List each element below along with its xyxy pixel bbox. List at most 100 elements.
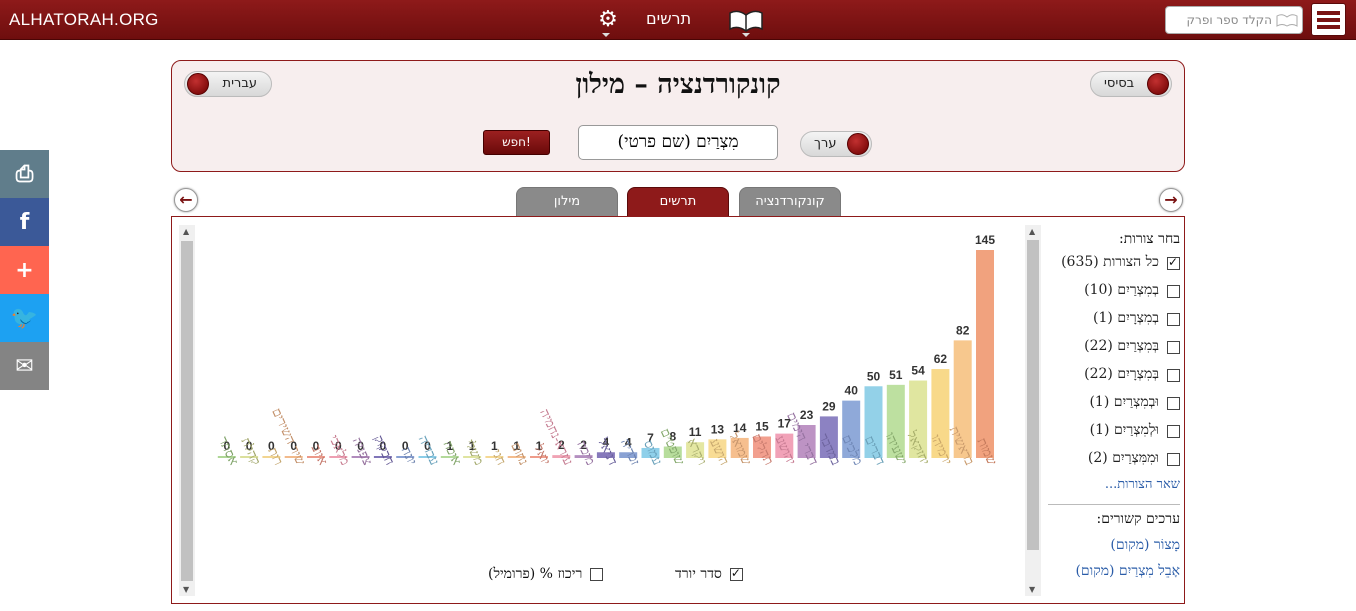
bar[interactable] xyxy=(396,456,415,458)
form-option[interactable]: וּלְמִצְרַיִם (1) xyxy=(1048,419,1180,447)
data-label: 0 xyxy=(313,439,320,453)
email-icon[interactable]: ✉ xyxy=(0,342,49,390)
bar[interactable] xyxy=(864,386,883,458)
arrow-right-icon[interactable]: → xyxy=(1159,188,1183,212)
form-checkbox[interactable] xyxy=(1167,255,1180,270)
scroll-up-icon[interactable]: ▲ xyxy=(183,227,190,236)
menu-button[interactable] xyxy=(1311,3,1346,36)
bar[interactable] xyxy=(262,456,281,458)
data-label: 50 xyxy=(867,369,881,383)
data-label: 0 xyxy=(402,439,409,453)
bar[interactable] xyxy=(753,436,771,458)
form-option[interactable]: בְמִצְרַיִם (10) xyxy=(1048,279,1180,307)
more-forms-link[interactable]: שאר הצורות... xyxy=(1104,477,1180,492)
bar[interactable] xyxy=(418,456,437,458)
bar[interactable] xyxy=(730,437,749,458)
tick-label: משלי xyxy=(461,437,486,468)
form-checkbox[interactable] xyxy=(1167,313,1180,326)
print-icon[interactable]: ⎙ xyxy=(0,150,49,198)
bar[interactable] xyxy=(240,456,259,458)
form-checkbox[interactable] xyxy=(1167,425,1180,438)
form-checkbox[interactable] xyxy=(1167,341,1180,354)
language-toggle[interactable]: עברית xyxy=(184,71,272,97)
facebook-icon[interactable]: f xyxy=(0,198,49,246)
gear-icon[interactable]: ⚙ xyxy=(598,7,618,32)
bar[interactable] xyxy=(842,400,861,458)
form-checkbox[interactable] xyxy=(1167,369,1180,382)
bar[interactable] xyxy=(819,416,838,458)
arrow-left-icon[interactable]: ← xyxy=(174,188,198,212)
scrollbar-thumb[interactable] xyxy=(181,241,193,581)
bar[interactable] xyxy=(485,456,504,458)
scroll-down-icon[interactable]: ▼ xyxy=(183,585,190,594)
bar[interactable] xyxy=(530,456,548,458)
bar[interactable] xyxy=(886,384,905,458)
search-input[interactable]: הקלד ספר ופרק xyxy=(1165,6,1303,34)
tick-label: חגי xyxy=(488,447,508,467)
bar[interactable] xyxy=(708,439,727,458)
tools-label[interactable]: תרשים xyxy=(646,9,692,28)
sort-checkbox[interactable] xyxy=(729,566,743,581)
form-checkbox[interactable] xyxy=(1167,397,1180,410)
form-label: בְּמִצְרַיִם (22) xyxy=(1084,338,1159,354)
bar[interactable] xyxy=(931,369,950,458)
bar[interactable] xyxy=(329,456,348,458)
bar[interactable] xyxy=(596,452,615,458)
data-label: 51 xyxy=(889,368,903,382)
bar[interactable] xyxy=(463,456,482,458)
sidebar-scrollbar[interactable]: ▲ ▼ xyxy=(1025,225,1041,596)
tab-dictionary[interactable]: מילון xyxy=(516,187,618,217)
chart-scrollbar[interactable]: ▲ ▼ xyxy=(179,225,195,596)
bar[interactable] xyxy=(953,340,972,458)
scroll-down-icon[interactable]: ▼ xyxy=(1029,585,1036,594)
scrollbar-thumb[interactable] xyxy=(1027,240,1039,550)
form-option[interactable]: בְּמִצְרָיִם (22) xyxy=(1048,363,1180,391)
tab-concordance[interactable]: קונקורדנציה xyxy=(739,187,841,217)
bar[interactable] xyxy=(663,446,682,458)
book-icon[interactable] xyxy=(728,7,764,33)
focus-option[interactable]: ריכוז % (פרומיל) xyxy=(488,566,604,583)
related-link[interactable]: אָבֵל מִצְרַיִם (מקום) xyxy=(1075,563,1180,579)
bar[interactable] xyxy=(641,447,660,458)
form-checkbox[interactable] xyxy=(1167,453,1180,466)
bar[interactable] xyxy=(574,455,593,458)
add-icon[interactable]: + xyxy=(0,246,49,294)
related-link[interactable]: מָצוֹר (מקום) xyxy=(1110,537,1180,553)
form-option[interactable]: כל הצורות (635) xyxy=(1048,251,1180,279)
query-field[interactable]: מִצְרַיִם (שם פרטי) xyxy=(578,125,778,160)
tick-label: איוב xyxy=(308,442,330,467)
form-checkbox[interactable] xyxy=(1167,285,1180,298)
bar[interactable] xyxy=(373,456,392,458)
bar[interactable] xyxy=(440,456,459,458)
bar[interactable] xyxy=(775,433,794,458)
bar[interactable] xyxy=(351,456,370,458)
bar[interactable] xyxy=(307,456,325,458)
tick-label: תהלים xyxy=(748,431,776,467)
entry-toggle[interactable]: ערך xyxy=(800,131,872,157)
form-option[interactable]: וּמִמִּצְרַיִם (2) xyxy=(1048,447,1180,475)
site-logo[interactable]: ALHATORAH.ORG xyxy=(9,10,159,29)
bar[interactable] xyxy=(909,380,928,458)
twitter-icon[interactable]: 🐦 xyxy=(0,294,49,342)
mode-toggle[interactable]: בסיסי xyxy=(1090,71,1172,97)
form-option[interactable]: בְּמִצְרַיִם (22) xyxy=(1048,335,1180,363)
focus-checkbox[interactable] xyxy=(590,568,604,581)
bar[interactable] xyxy=(507,456,526,458)
form-option[interactable]: וּבְמִצְרַיִם (1) xyxy=(1048,391,1180,419)
bar[interactable] xyxy=(284,456,303,458)
data-label: 82 xyxy=(956,323,970,337)
tick-label: אסתר xyxy=(215,435,241,468)
form-option[interactable]: בְמִצְרָיִם (1) xyxy=(1048,307,1180,335)
bar[interactable] xyxy=(797,425,816,458)
bar[interactable] xyxy=(976,250,994,458)
bar[interactable] xyxy=(686,442,705,458)
bar[interactable] xyxy=(552,455,571,458)
scroll-up-icon[interactable]: ▲ xyxy=(1029,227,1036,236)
bar[interactable] xyxy=(217,456,236,458)
search-button[interactable]: חפש! xyxy=(483,130,550,155)
tab-chart[interactable]: תרשים xyxy=(627,187,729,217)
bar[interactable] xyxy=(619,452,638,458)
tick-label: רות xyxy=(264,445,285,467)
sort-option[interactable]: סדר יורד xyxy=(675,566,743,583)
data-label: 17 xyxy=(778,417,792,431)
